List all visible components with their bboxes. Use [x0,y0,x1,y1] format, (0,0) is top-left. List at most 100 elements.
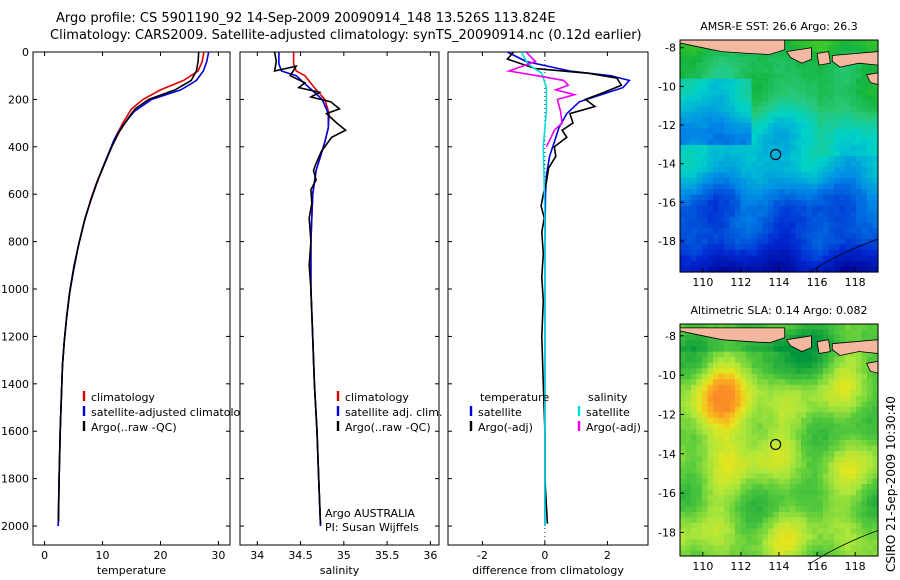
map-cell [685,255,692,262]
map-cell [740,211,747,218]
map-cell [790,517,797,524]
map-cell [784,128,791,135]
map-cell [707,373,714,380]
map-cell [746,500,753,507]
map-cell [806,200,813,207]
map-ytick-label: -18 [658,235,676,248]
map-cell [691,194,698,201]
map-cell [867,122,874,129]
map-cell [828,249,835,257]
map-cell [718,67,725,74]
map-cell [850,324,857,331]
map-cell [834,329,841,336]
map-cell [845,128,852,135]
map-cell [724,423,731,430]
map-cell [834,533,841,541]
map-cell [867,379,874,386]
map-cell [850,517,857,524]
map-cell [828,451,835,458]
map-cell [790,144,797,152]
salinity-xtick-label: 34 [250,549,264,562]
map-cell [861,395,868,402]
map-cell [872,395,879,402]
map-cell [702,62,709,69]
map-cell [718,227,725,234]
map-cell [795,167,802,174]
map-ytick-label: -16 [658,487,676,500]
map-cell [784,244,791,251]
map-cell [867,544,874,552]
map-cell [845,401,852,408]
map-cell [735,368,742,375]
map-cell [872,539,879,546]
map-cell [680,178,687,185]
map-cell [867,205,874,212]
map-cell [768,189,775,196]
map-cell [740,189,747,196]
map-cell [784,95,791,102]
map-cell [713,117,720,124]
map-cell [707,73,714,80]
map-cell [773,144,780,152]
map-cell [861,335,868,342]
map-cell [806,260,813,268]
map-cell [746,62,753,69]
map-cell [856,227,863,234]
map-cell [773,51,780,58]
map-cell [729,67,736,74]
map-cell [867,84,874,91]
annotation-line: PI: Susan Wijffels [325,521,419,534]
map-cell [812,544,819,552]
map-cell [806,324,813,331]
map-cell [718,517,725,524]
map-cell [751,434,758,441]
map-cell [773,395,780,402]
map-cell [845,379,852,386]
map-cell [856,211,863,218]
depth-tick-label: 400 [8,141,29,154]
map-cell [812,346,819,353]
map-cell [845,395,852,402]
map-cell [856,445,863,452]
map-cell [691,266,698,273]
map-cell [817,260,824,268]
map-cell [691,440,698,447]
map-cell [834,406,841,413]
difference-axes-frame [447,51,649,546]
map-cell [702,362,709,369]
map-cell [784,401,791,408]
map-cell [828,266,835,273]
map-cell [724,362,731,369]
map-cell [740,233,747,240]
map-cell [812,139,819,146]
map-cell [850,67,857,74]
map-cell [801,150,808,157]
map-cell [735,111,742,118]
map-cell [691,373,698,380]
map-cell [680,346,687,353]
map-cell [773,473,780,480]
map-cell [801,144,808,152]
map-cell [806,194,813,201]
map-cell [740,144,747,152]
map-cell [762,238,769,245]
map-cell [735,233,742,240]
map-cell [850,462,857,469]
map-cell [839,161,846,168]
map-cell [823,384,830,391]
map-cell [784,528,791,535]
map-cell [691,489,698,496]
map-cell [828,401,835,408]
map-cell [867,183,874,190]
map-cell [713,144,720,152]
map-cell [872,194,879,201]
map-cell [685,56,692,63]
map-cell [806,373,813,380]
map-cell [691,550,698,557]
argo-float-marker [770,438,782,450]
map-cell [850,335,857,342]
map-cell [751,357,758,364]
map-cell [823,111,830,118]
map-cell [845,406,852,413]
map-cell [779,434,786,441]
